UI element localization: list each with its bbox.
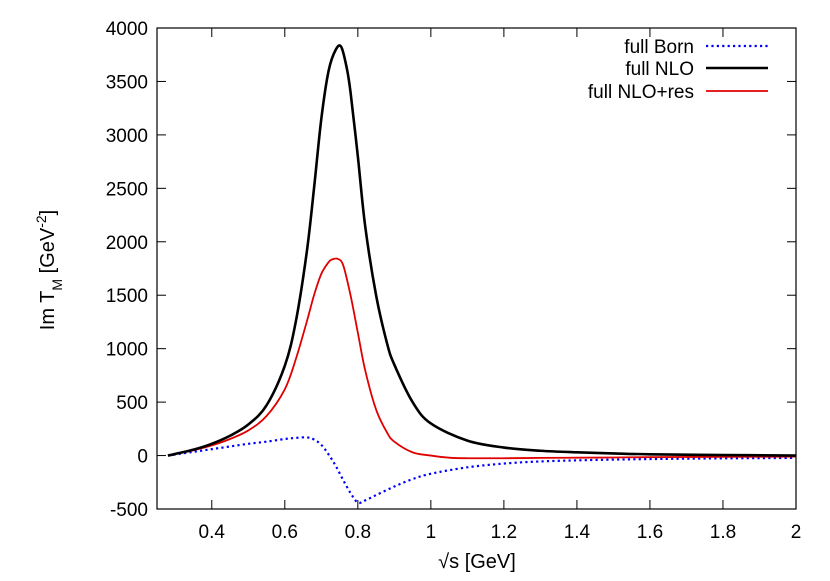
x-tick-label: 0.4 — [199, 522, 226, 543]
y-tick-label: 1000 — [106, 340, 148, 361]
x-tick-label: 1.4 — [564, 522, 591, 543]
y-tick-label: 2000 — [106, 233, 148, 254]
y-axis-title-sub: M — [49, 279, 65, 291]
x-axis-title-text: √s [GeV] — [438, 551, 516, 573]
x-tick-label: 2 — [791, 522, 802, 543]
x-tick-label: 0.8 — [345, 522, 371, 543]
y-tick-label: 3500 — [106, 72, 148, 93]
x-tick-label: 1.6 — [637, 522, 663, 543]
y-axis-title-main: Im T — [37, 291, 59, 331]
legend-label: full NLO+res — [588, 82, 694, 103]
x-tick-label: 1.8 — [710, 522, 736, 543]
y-tick-label: -500 — [110, 500, 148, 521]
y-tick-label: 4000 — [106, 19, 148, 40]
y-tick-label: 1500 — [106, 286, 148, 307]
series-line-full-nlo-res — [167, 257, 797, 460]
legend-label: full NLO — [625, 59, 694, 80]
y-axis-title-unit-open: [GeV — [37, 227, 59, 279]
series-layer — [167, 44, 797, 505]
y-tick-label: 3000 — [106, 126, 148, 147]
x-axis-title: √s [GeV] — [438, 551, 516, 573]
x-tick-label: 1 — [426, 522, 437, 543]
y-axis-title-sup: -2 — [33, 215, 49, 228]
axes: 0.4 0.6 0.8 1 1.2 1.4 1.6 1.8 2 -500 0 500 1000 1500 2… — [106, 19, 802, 543]
y-tick-label: 2500 — [106, 179, 148, 200]
y-axis-title-unit-close: ] — [37, 210, 59, 216]
series-line-full-nlo — [167, 44, 797, 457]
x-tick-label: 0.6 — [272, 522, 298, 543]
y-tick-label: 0 — [137, 447, 148, 468]
y-axis-title: Im TM [GeV-2] — [33, 210, 65, 330]
legend-label: full Born — [624, 37, 694, 58]
y-tick-label: 500 — [116, 393, 148, 414]
plot-frame — [156, 27, 797, 510]
series-line-full-born — [167, 436, 797, 505]
x-tick-label: 1.2 — [491, 522, 517, 543]
